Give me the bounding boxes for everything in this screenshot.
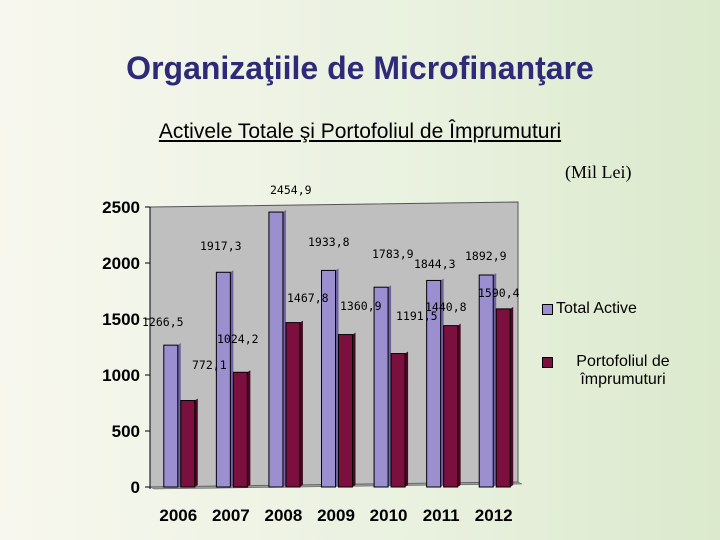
bar-side-2008-1 [299, 320, 303, 487]
x-tick-label-2011: 2011 [423, 506, 460, 525]
y-tick-label-1500: 1500 [102, 310, 140, 329]
y-tick-label-2500: 2500 [102, 198, 140, 217]
x-tick-label-2012: 2012 [475, 506, 513, 525]
legend-label-total-active: Total Active [556, 300, 637, 317]
bar-side-2012-1 [510, 306, 514, 487]
bar-total-active-2012 [478, 274, 494, 488]
bar-side-2007-0 [230, 270, 234, 487]
data-label-total-active-2008: 2454,9 [270, 183, 312, 197]
legend-swatch-portofoliu [542, 357, 553, 368]
bar-total-active-2010 [373, 286, 389, 488]
data-label-portofoliu-2012: 1590,4 [478, 286, 520, 300]
data-label-total-active-2009: 1933,8 [308, 235, 350, 249]
bar-portofoliu-2011 [443, 325, 459, 488]
bar-side-2009-1 [352, 332, 356, 487]
x-tick-label-2008: 2008 [265, 506, 303, 525]
bar-total-active-2006 [163, 344, 179, 488]
data-label-total-active-2012: 1892,9 [465, 249, 507, 263]
y-tick-label-500: 500 [112, 422, 140, 441]
bar-portofoliu-2008 [285, 322, 301, 488]
bar-side-2011-1 [457, 323, 461, 487]
data-label-total-active-2007: 1917,3 [200, 239, 242, 253]
bar-portofoliu-2010 [390, 353, 406, 488]
bar-portofoliu-2007 [232, 371, 248, 488]
x-tick-label-2009: 2009 [317, 506, 355, 525]
bar-side-2010-1 [405, 351, 409, 487]
y-tick-label-1000: 1000 [102, 366, 140, 385]
bar-portofoliu-2009 [338, 334, 353, 488]
unit-note: (Mil Lei) [565, 162, 632, 182]
data-label-portofoliu-2006: 772,1 [192, 358, 227, 372]
legend-swatch-total-active [542, 304, 553, 315]
x-tick-label-2010: 2010 [370, 506, 408, 525]
bar-portofoliu-2006 [180, 400, 196, 488]
legend-label-portofoliu: Portofoliul de împrumuturi [576, 353, 670, 388]
data-label-portofoliu-2010: 1191,5 [396, 309, 438, 323]
bar-side-2007-1 [247, 370, 251, 487]
bar-side-2008-0 [282, 210, 286, 487]
bar-total-active-2007 [215, 271, 231, 488]
bar-side-2006-1 [194, 398, 198, 487]
data-label-total-active-2011: 1844,3 [414, 257, 456, 271]
page-title: Organizaţiile de Microfinanţare [126, 50, 594, 86]
data-label-total-active-2006: 1266,5 [142, 315, 184, 329]
data-label-portofoliu-2007: 1024,2 [217, 332, 259, 346]
bar-portofoliu-2012 [495, 308, 511, 488]
bar-total-active-2009 [321, 269, 336, 488]
bar-side-2009-0 [335, 268, 339, 487]
bar-total-active-2008 [268, 211, 284, 488]
bar-total-active-2011 [426, 279, 442, 488]
data-label-portofoliu-2009: 1360,9 [340, 299, 382, 313]
bar-side-2010-0 [388, 285, 392, 487]
bar-side-2006-0 [177, 343, 181, 487]
bar-side-2012-0 [493, 272, 497, 487]
x-tick-label-2007: 2007 [212, 506, 250, 525]
bar-side-2011-0 [440, 278, 444, 487]
y-tick-label-0: 0 [131, 478, 140, 497]
data-label-portofoliu-2011: 1440,8 [425, 300, 467, 314]
data-label-total-active-2010: 1783,9 [372, 247, 414, 261]
x-tick-label-2006: 2006 [159, 506, 197, 525]
data-label-portofoliu-2008: 1467,8 [287, 291, 329, 305]
chart-subtitle: Activele Totale şi Portofoliul de Împrum… [158, 120, 562, 143]
y-tick-label-2000: 2000 [102, 254, 140, 273]
